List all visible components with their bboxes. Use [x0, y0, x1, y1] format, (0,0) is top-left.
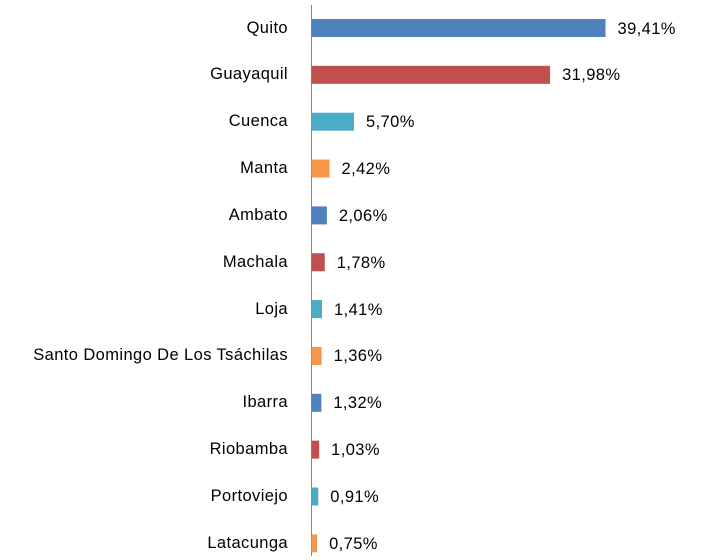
- value-label: 0,91%: [330, 488, 380, 506]
- bar: [311, 159, 330, 178]
- bar: [311, 300, 323, 319]
- bar: [311, 112, 355, 131]
- bar: [311, 19, 606, 37]
- category-label: Guayaquil: [210, 65, 288, 84]
- category-label: Latacunga: [207, 533, 288, 552]
- value-label: 0,75%: [329, 534, 378, 553]
- category-label: Ambato: [228, 205, 288, 224]
- category-label: Machala: [222, 252, 288, 271]
- category-label: Riobamba: [209, 440, 288, 459]
- bar: [311, 440, 320, 459]
- value-label: 2,42%: [341, 160, 391, 179]
- value-label: 1,36%: [333, 347, 383, 366]
- value-label: 39,41%: [617, 19, 676, 38]
- value-label: 1,32%: [333, 394, 383, 413]
- value-label: 1,41%: [334, 300, 383, 319]
- bar: [311, 253, 325, 272]
- value-label: 1,78%: [336, 253, 386, 272]
- bar: [311, 346, 322, 365]
- category-label: Ibarra: [242, 393, 288, 412]
- category-label: Cuenca: [228, 112, 288, 131]
- category-label: Quito: [246, 18, 288, 37]
- bar: [311, 206, 327, 225]
- bar: [311, 487, 319, 506]
- category-label: Manta: [240, 159, 288, 178]
- category-label: Santo Domingo De Los Tsáchilas: [33, 346, 288, 365]
- bar: [311, 65, 551, 84]
- category-label: Portoviejo: [210, 487, 288, 505]
- category-label: Loja: [255, 299, 288, 318]
- value-label: 1,03%: [331, 441, 380, 460]
- value-label: 5,70%: [366, 113, 415, 132]
- value-label: 2,06%: [338, 206, 388, 225]
- bar: [311, 534, 318, 553]
- bar: [311, 393, 322, 412]
- value-label: 31,98%: [562, 66, 621, 85]
